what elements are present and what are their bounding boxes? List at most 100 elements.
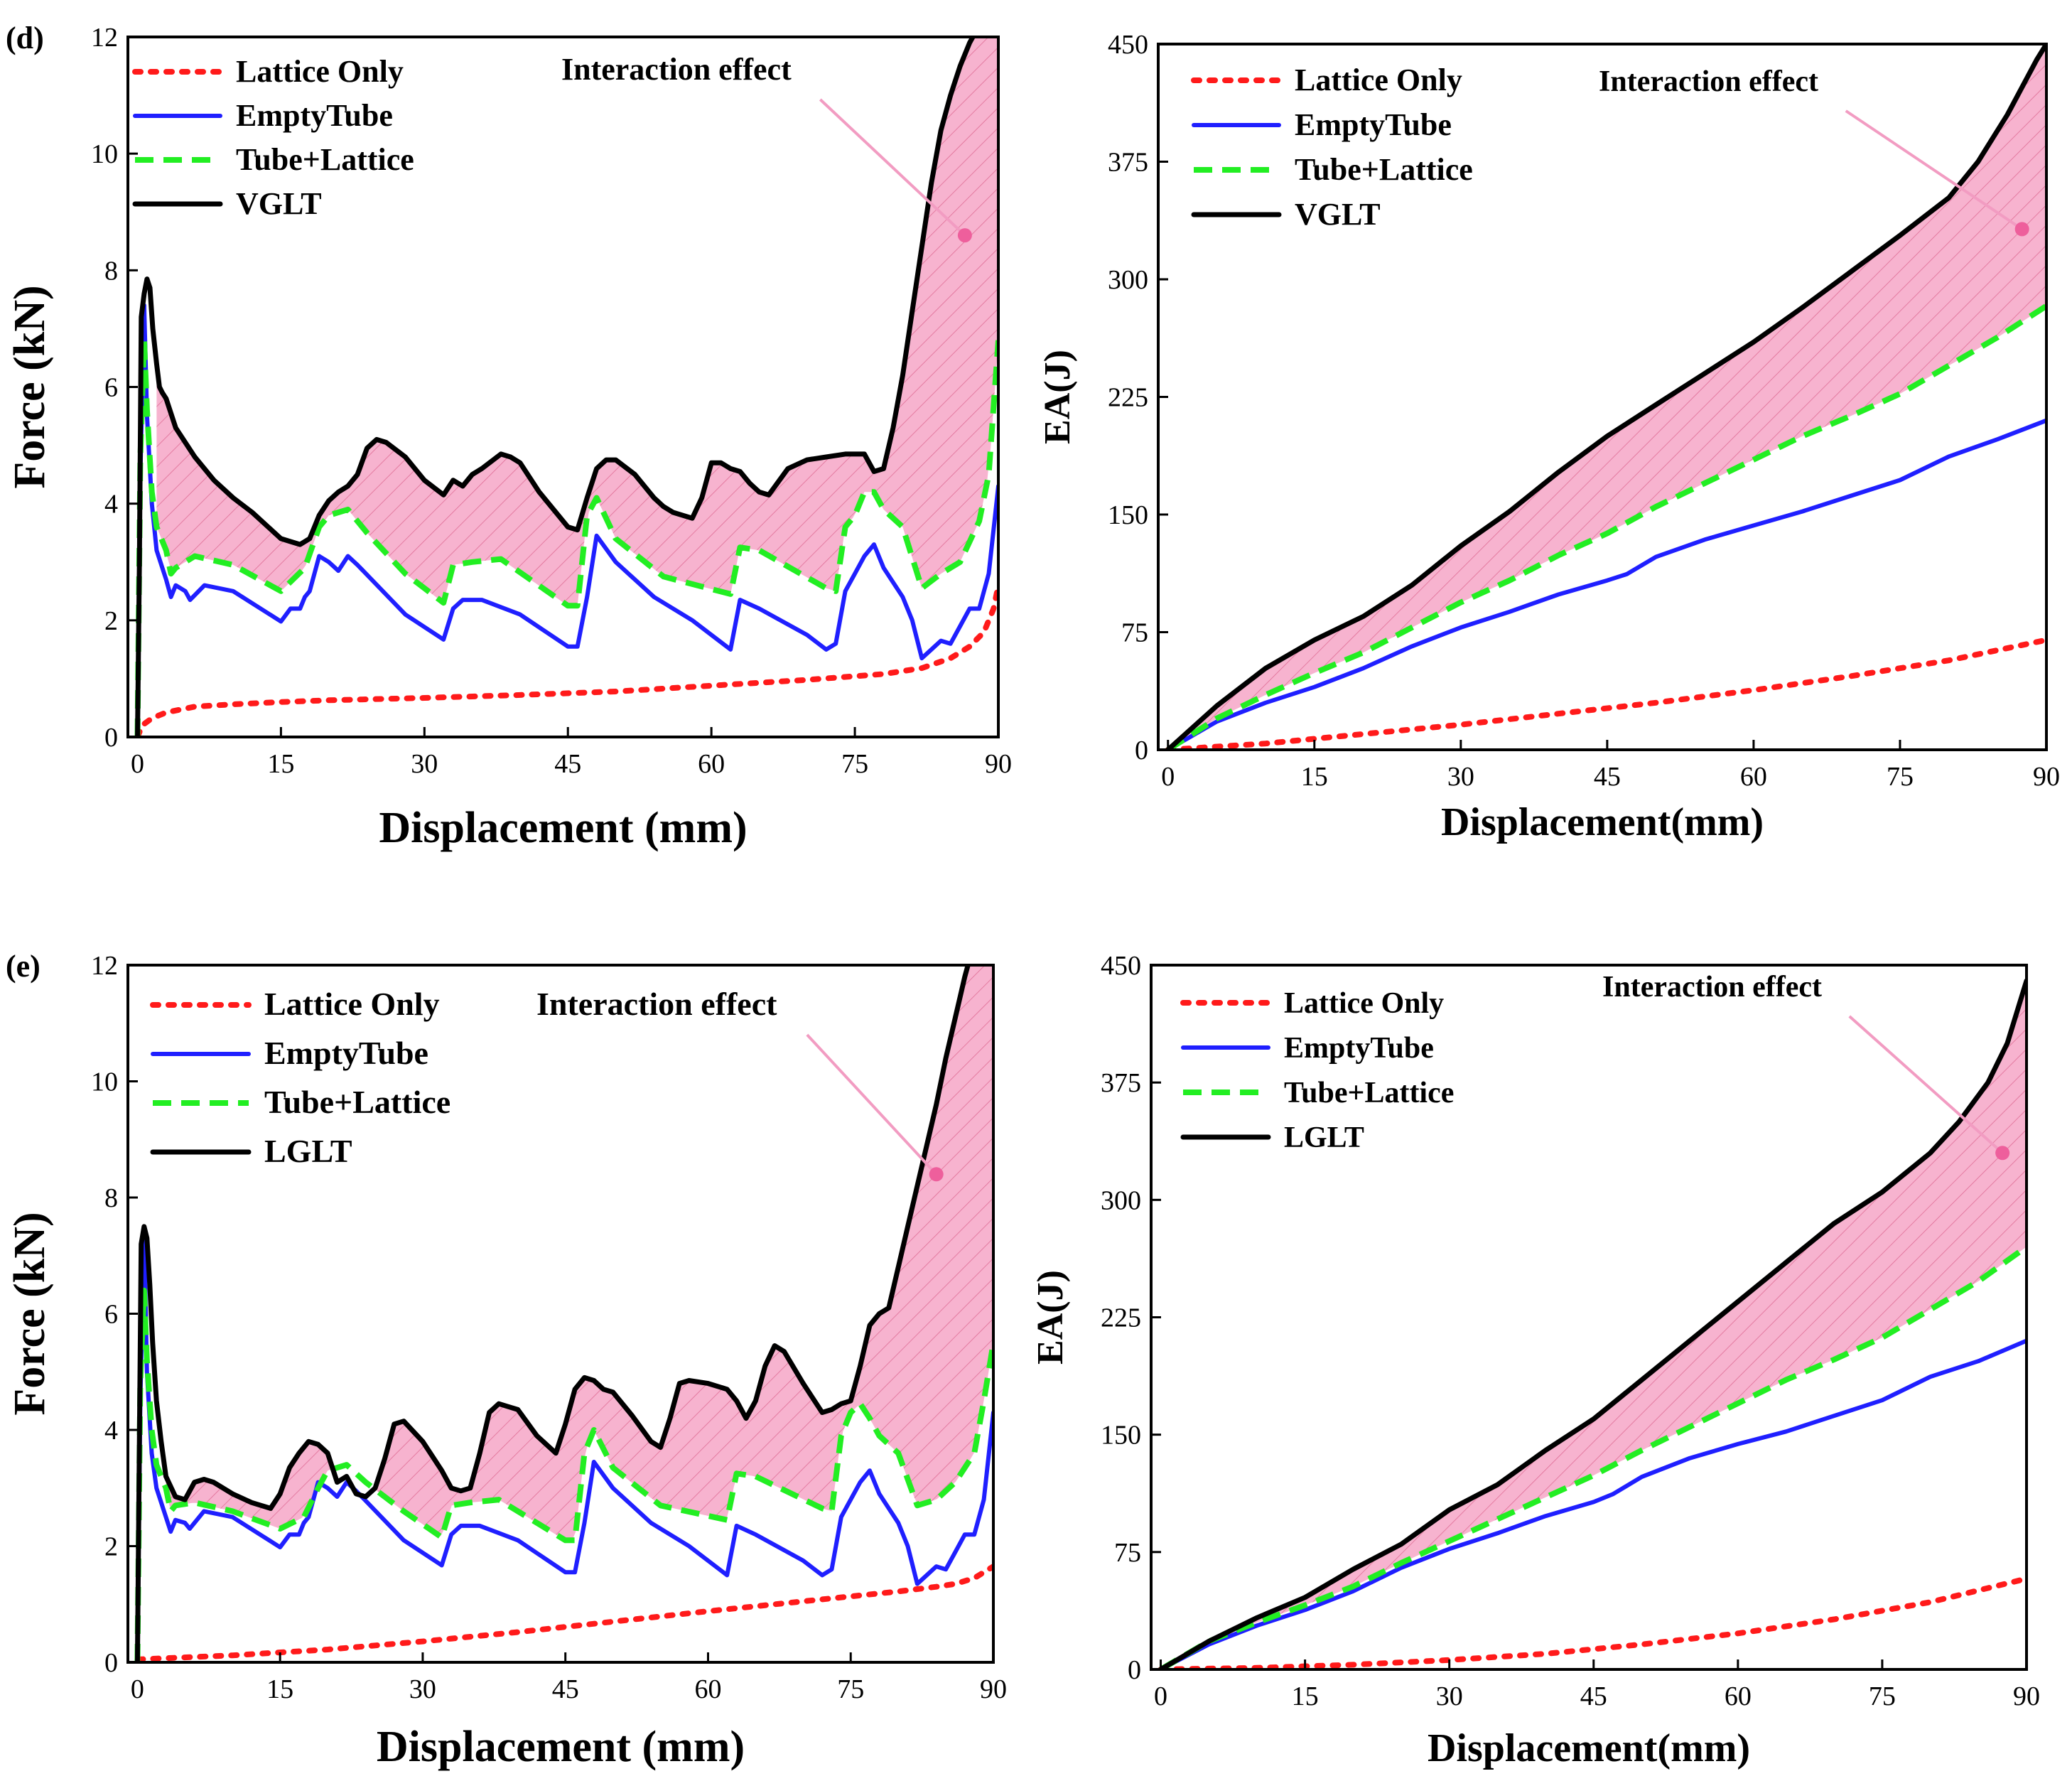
x-tick-label: 15 [1292, 1682, 1319, 1711]
legend-label-tubelattice: Tube+Lattice [264, 1084, 450, 1120]
y-tick-label: 4 [104, 490, 118, 520]
x-tick-label: 75 [841, 749, 868, 779]
x-tick-label: 30 [1447, 762, 1474, 792]
panel-e-force-chart: 0 15 30 45 60 75 90 0 2 4 6 8 10 12 Displacement (mm) F… [6, 949, 1007, 1771]
y-tick-label: 8 [104, 1183, 118, 1213]
panel-d-ea-chart: 0 15 30 45 60 75 90 0 75 150 225 300 375 450 Displacem… [1037, 30, 2060, 844]
annotation-marker [2014, 222, 2029, 237]
y-tick-label: 225 [1101, 1303, 1141, 1333]
annotation-text: Interaction effect [1602, 971, 1822, 1004]
series-line-combined [1165, 44, 2046, 750]
series-line-empty [1165, 418, 2046, 750]
x-tick-label: 45 [1594, 762, 1621, 792]
y-tick-label: 225 [1108, 383, 1148, 413]
interaction-effect-area [166, 965, 993, 1541]
panel-label: (e) [6, 949, 41, 984]
x-tick-label: 15 [267, 749, 294, 779]
x-tick-label: 0 [131, 1674, 144, 1704]
x-tick-label: 0 [131, 749, 144, 779]
y-tick-label: 375 [1108, 148, 1148, 178]
interaction-effect-area [1160, 981, 2027, 1669]
series-line-empty [135, 303, 998, 737]
x-tick-label: 60 [698, 749, 725, 779]
y-axis-title: EA(J) [1037, 350, 1078, 444]
series-line-lattice [134, 582, 998, 737]
y-tick-label: 375 [1101, 1068, 1141, 1098]
x-tick-label: 90 [980, 1674, 1007, 1704]
series-line-empty [135, 1230, 993, 1662]
y-axis-title: Force (kN) [6, 1212, 54, 1415]
series-line-tubelattice [1166, 303, 2046, 750]
y-tick-label: 0 [104, 1648, 118, 1678]
panel-e-ea-chart: 0 15 30 45 60 75 90 0 75 150 225 300 375 450 Displacem… [1030, 951, 2040, 1770]
y-tick-label: 8 [104, 256, 118, 286]
x-tick-label: 60 [694, 1674, 721, 1704]
legend-label-lattice: Lattice Only [1284, 987, 1444, 1020]
x-tick-label: 75 [837, 1674, 864, 1704]
y-tick-label: 12 [91, 23, 118, 53]
x-tick-label: 60 [1725, 1682, 1752, 1711]
legend-label-combined: LGLT [1284, 1121, 1364, 1154]
y-tick-label: 6 [104, 373, 118, 403]
y-tick-label: 0 [1128, 1655, 1141, 1685]
y-tick-label: 75 [1121, 618, 1148, 648]
annotation-text: Interaction effect [561, 52, 792, 87]
x-tick-label: 90 [2013, 1682, 2040, 1711]
plot-frame [1157, 43, 2048, 751]
x-tick-label: 30 [411, 749, 438, 779]
series-line-combined [135, 37, 976, 737]
x-axis-title: Displacement(mm) [1441, 800, 1764, 844]
y-tick-label: 450 [1108, 30, 1148, 60]
annotation-marker [929, 1167, 944, 1182]
y-tick-label: 2 [104, 606, 118, 636]
y-tick-label: 150 [1108, 500, 1148, 530]
interaction-effect-area [156, 37, 998, 606]
legend-label-tubelattice: Tube+Lattice [1284, 1077, 1454, 1109]
legend-label-combined: LGLT [264, 1133, 352, 1169]
x-tick-label: 15 [266, 1674, 293, 1704]
series-line-empty [1158, 1338, 2027, 1669]
legend-label-empty: EmptyTube [264, 1035, 428, 1071]
plot-frame [126, 964, 995, 1664]
x-tick-label: 90 [985, 749, 1012, 779]
annotation-leader-line [819, 98, 966, 237]
x-axis-title: Displacement(mm) [1428, 1726, 1750, 1770]
y-tick-label: 10 [91, 1067, 118, 1097]
annotation-marker [957, 228, 972, 243]
y-tick-label: 450 [1101, 951, 1141, 981]
interaction-effect-area [1167, 44, 2046, 750]
legend-label-empty: EmptyTube [236, 98, 393, 133]
y-axis-title: EA(J) [1030, 1270, 1071, 1365]
series-line-tubelattice [1159, 1244, 2027, 1669]
annotation-text: Interaction effect [1599, 65, 1818, 98]
legend-label-combined: VGLT [1295, 197, 1381, 232]
series-line-tubelattice [134, 1287, 993, 1662]
annotation-marker [1995, 1146, 2010, 1161]
y-tick-label: 150 [1101, 1421, 1141, 1451]
series-line-lattice [1165, 637, 2046, 750]
x-tick-label: 30 [409, 1674, 436, 1704]
x-tick-label: 0 [1154, 1682, 1167, 1711]
legend-label-tubelattice: Tube+Lattice [1295, 152, 1473, 187]
y-tick-label: 300 [1101, 1185, 1141, 1215]
y-tick-label: 75 [1114, 1538, 1141, 1568]
legend-label-tubelattice: Tube+Lattice [236, 142, 414, 177]
y-tick-label: 4 [104, 1416, 118, 1446]
y-tick-label: 0 [1135, 736, 1148, 765]
x-axis-title: Displacement (mm) [379, 804, 747, 852]
x-tick-label: 75 [1869, 1682, 1896, 1711]
y-axis-title: Force (kN) [6, 285, 54, 488]
panel-d-force-chart: 0 15 30 45 60 75 90 0 2 4 6 8 10 12 Displacement (mm) F… [6, 21, 1012, 852]
y-tick-label: 2 [104, 1532, 118, 1562]
annotation-leader-line [806, 1033, 938, 1175]
panel-label: (d) [6, 21, 44, 55]
series-line-lattice [1158, 1576, 2027, 1669]
x-tick-label: 90 [2033, 762, 2060, 792]
series-line-combined [1158, 978, 2027, 1669]
annotation-text: Interaction effect [536, 986, 777, 1022]
legend-label-empty: EmptyTube [1284, 1032, 1434, 1065]
x-tick-label: 45 [552, 1674, 579, 1704]
x-tick-label: 45 [1580, 1682, 1607, 1711]
x-tick-label: 75 [1887, 762, 1914, 792]
